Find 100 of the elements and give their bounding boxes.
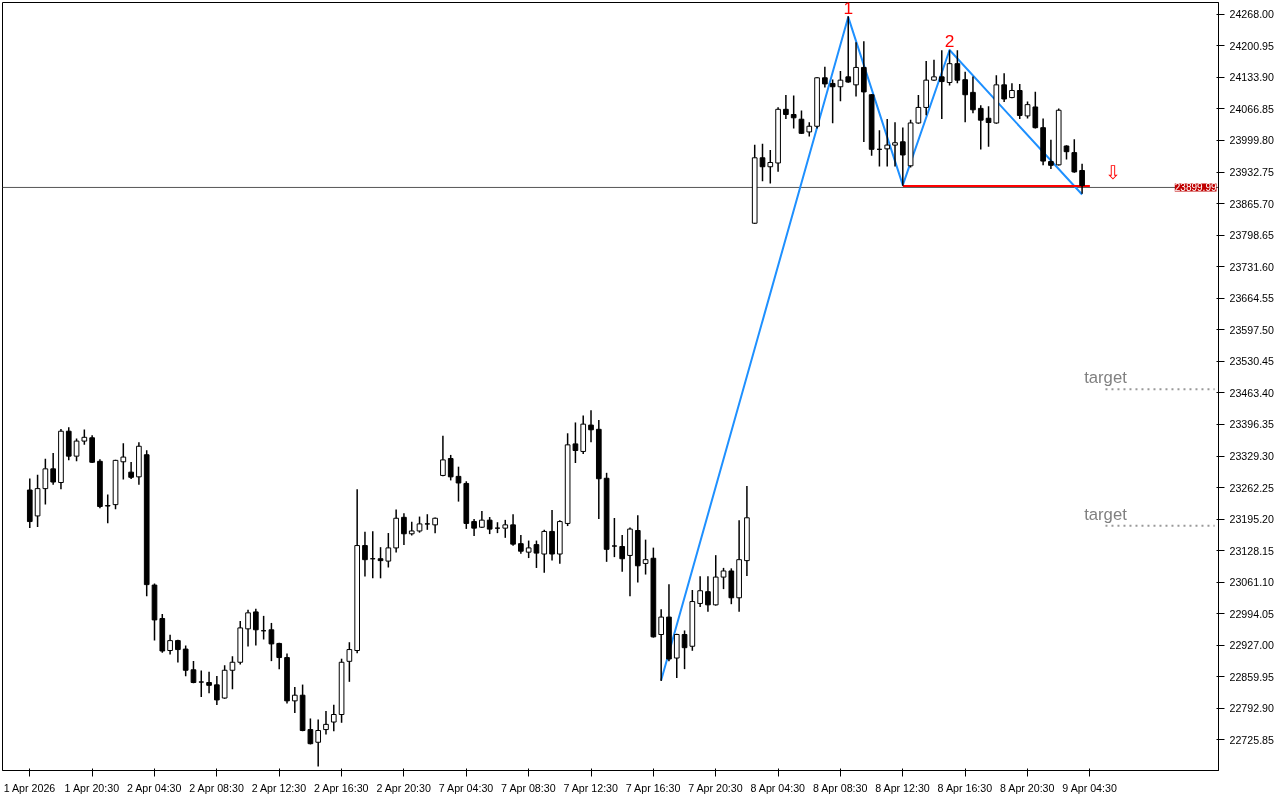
x-tick-label: 7 Apr 20:30 bbox=[688, 781, 743, 794]
x-tick-label: 1 Apr 2026 bbox=[3, 781, 56, 794]
line-series bbox=[660, 16, 1084, 682]
y-tick-label: 22792.90 bbox=[1229, 702, 1275, 715]
x-tick-label: 7 Apr 16:30 bbox=[625, 781, 681, 794]
candlestick bbox=[330, 704, 337, 732]
annotation: ⇩ bbox=[1105, 162, 1122, 184]
x-tick-label: 2 Apr 12:30 bbox=[251, 781, 307, 794]
candlestick bbox=[705, 576, 711, 612]
candlestick bbox=[915, 94, 922, 124]
candlestick bbox=[853, 42, 859, 97]
y-tick-label: 23195.20 bbox=[1229, 513, 1275, 526]
candlestick bbox=[104, 494, 111, 524]
candlestick bbox=[892, 122, 898, 167]
candlestick bbox=[697, 576, 703, 608]
candlestick bbox=[455, 466, 462, 502]
candlestick bbox=[510, 514, 516, 546]
candlestick bbox=[549, 509, 555, 561]
candlestick bbox=[970, 76, 976, 114]
candlestick bbox=[790, 95, 797, 129]
candlestick bbox=[541, 529, 548, 573]
candlestick bbox=[50, 453, 57, 485]
series-label: target bbox=[1084, 368, 1128, 388]
annotation: 2 bbox=[944, 31, 955, 52]
x-tick-label: 9 Apr 04:30 bbox=[1062, 781, 1117, 794]
candlestick bbox=[362, 531, 368, 577]
candlestick bbox=[798, 110, 805, 135]
candlestick bbox=[401, 513, 407, 545]
candlestick bbox=[658, 609, 665, 681]
candlestick bbox=[845, 16, 852, 83]
x-tick-label: 8 Apr 16:30 bbox=[937, 781, 993, 794]
candlestick bbox=[1001, 73, 1007, 103]
candlestick bbox=[315, 719, 322, 767]
x-tick-label: 8 Apr 04:30 bbox=[750, 781, 806, 794]
candlestick bbox=[214, 676, 220, 705]
candlestick bbox=[175, 639, 181, 663]
candlestick bbox=[276, 642, 283, 670]
candlestick bbox=[229, 656, 236, 690]
y-tick-label: 23396.35 bbox=[1229, 418, 1275, 431]
x-tick-label: 8 Apr 12:30 bbox=[875, 781, 930, 794]
y-tick-label: 23932.75 bbox=[1229, 166, 1275, 179]
candlestick bbox=[346, 642, 353, 682]
candlestick bbox=[198, 670, 205, 697]
candlestick bbox=[619, 534, 626, 572]
y-tick-label: 24066.85 bbox=[1229, 102, 1275, 115]
y-tick-label: 23664.55 bbox=[1229, 292, 1275, 305]
candlestick bbox=[588, 410, 594, 443]
candlestick bbox=[611, 517, 618, 558]
x-tick-label: 2 Apr 08:30 bbox=[189, 781, 244, 794]
candlestick bbox=[899, 127, 906, 186]
candlestick bbox=[1048, 139, 1054, 169]
candlestick bbox=[182, 645, 189, 677]
x-tick-label: 2 Apr 16:30 bbox=[314, 781, 369, 794]
candlestick bbox=[759, 143, 766, 182]
y-tick-label: 23597.50 bbox=[1229, 323, 1275, 336]
candlestick bbox=[73, 438, 80, 462]
candlestick bbox=[206, 671, 212, 694]
y-tick-label: 23999.80 bbox=[1229, 134, 1275, 147]
candlestick bbox=[767, 149, 774, 184]
candlestick bbox=[447, 454, 454, 481]
y-tick-label: 23530.45 bbox=[1229, 355, 1275, 368]
x-tick-label: 8 Apr 20:30 bbox=[999, 781, 1055, 794]
y-tick-label: 22859.95 bbox=[1229, 670, 1275, 683]
y-tick-label: 24133.90 bbox=[1229, 71, 1275, 84]
x-tick-label: 1 Apr 20:30 bbox=[64, 781, 120, 794]
candlestick bbox=[291, 686, 298, 713]
candlestick bbox=[1071, 139, 1078, 173]
candlestick bbox=[884, 118, 891, 167]
candlestick bbox=[783, 94, 789, 120]
candlestick bbox=[268, 622, 275, 662]
y-tick-label: 24200.95 bbox=[1229, 39, 1275, 52]
y-tick-label: 22994.05 bbox=[1229, 607, 1275, 620]
series-label: target bbox=[1084, 504, 1128, 524]
x-tick-label: 8 Apr 08:30 bbox=[812, 781, 868, 794]
x-tick-label: 2 Apr 20:30 bbox=[376, 781, 431, 794]
candlestick bbox=[440, 435, 446, 477]
candlestick bbox=[673, 633, 680, 679]
candlestick bbox=[938, 50, 945, 120]
candlestick bbox=[931, 59, 937, 81]
y-tick-label: 23865.70 bbox=[1229, 197, 1275, 210]
candlestick bbox=[962, 71, 969, 123]
candlestick bbox=[42, 458, 49, 505]
x-tick-label: 7 Apr 08:30 bbox=[501, 781, 556, 794]
y-tick-label: 23262.25 bbox=[1229, 481, 1275, 494]
y-tick-label: 23061.10 bbox=[1229, 576, 1275, 589]
candlestick bbox=[822, 66, 828, 88]
candlestick bbox=[252, 608, 259, 646]
x-tick-label: 2 Apr 04:30 bbox=[126, 781, 182, 794]
x-tick-label: 7 Apr 04:30 bbox=[438, 781, 494, 794]
candlestick bbox=[245, 609, 251, 647]
y-tick-label: 24268.00 bbox=[1229, 8, 1275, 21]
x-tick-label: 7 Apr 12:30 bbox=[563, 781, 619, 794]
y-tick-label: 23329.30 bbox=[1229, 450, 1275, 463]
candlestick bbox=[977, 105, 984, 150]
ref-line-label: 23899.99 bbox=[1174, 182, 1217, 194]
candlestick bbox=[167, 634, 173, 655]
y-tick-label: 22927.00 bbox=[1229, 639, 1275, 652]
candlestick bbox=[1079, 163, 1085, 194]
y-tick-label: 23463.40 bbox=[1229, 386, 1275, 399]
annotation: 1 bbox=[843, 0, 854, 19]
